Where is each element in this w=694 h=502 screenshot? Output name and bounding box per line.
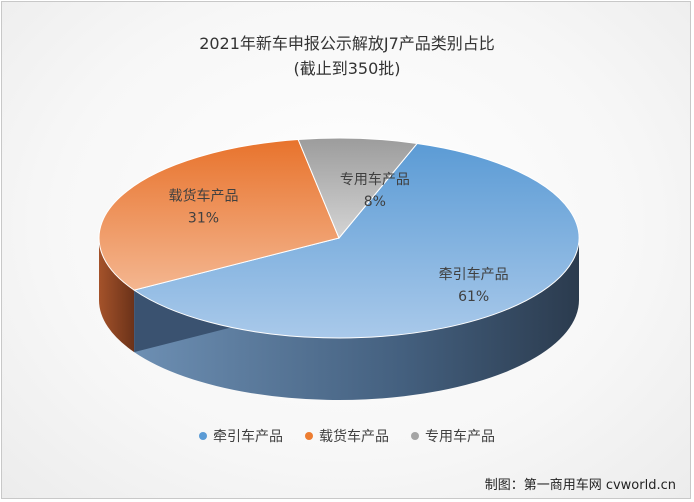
legend-item: 专用车产品 bbox=[411, 426, 495, 446]
slice-name-label: 载货车产品 bbox=[168, 187, 238, 204]
legend-label: 专用车产品 bbox=[425, 429, 495, 445]
slice-value-label: 31% bbox=[188, 210, 219, 226]
chart-title: 2021年新车申报公示解放J7产品类别占比 bbox=[199, 34, 495, 53]
legend: 牵引车产品 载货车产品 专用车产品 bbox=[0, 426, 694, 446]
credit-text: 制图：第一商用车网 cvworld.cn bbox=[484, 478, 676, 493]
pie-slice-side-0 bbox=[134, 238, 579, 400]
legend-swatch bbox=[199, 432, 207, 440]
slice-name-label: 专用车产品 bbox=[340, 171, 410, 188]
pie-slice-2 bbox=[297, 137, 419, 239]
slice-value-label: 8% bbox=[364, 194, 386, 210]
pie-slice-side-1 bbox=[99, 238, 135, 353]
legend-swatch bbox=[411, 432, 419, 440]
slice-name-label: 牵引车产品 bbox=[439, 266, 509, 283]
legend-label: 牵引车产品 bbox=[213, 429, 283, 445]
legend-swatch bbox=[305, 432, 313, 440]
legend-item: 载货车产品 bbox=[305, 426, 389, 446]
slice-value-label: 61% bbox=[458, 289, 489, 305]
pie-slice-1 bbox=[98, 138, 340, 291]
pie-slice-0 bbox=[132, 142, 580, 339]
legend-item: 牵引车产品 bbox=[199, 426, 283, 446]
legend-label: 载货车产品 bbox=[319, 429, 389, 445]
chart-subtitle: (截止到350批) bbox=[293, 59, 401, 78]
